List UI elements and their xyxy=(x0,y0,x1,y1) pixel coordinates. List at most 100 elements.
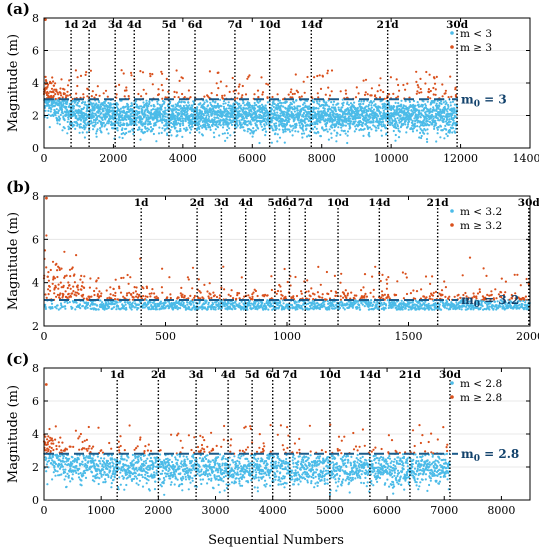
point-above xyxy=(166,296,169,299)
point-above xyxy=(362,79,365,82)
point-below xyxy=(443,110,446,113)
point-below xyxy=(258,100,262,103)
point-above xyxy=(296,91,300,94)
point-above xyxy=(47,271,50,274)
point-below xyxy=(422,121,425,124)
point-above xyxy=(254,289,257,293)
point-above xyxy=(203,95,206,98)
point-above xyxy=(379,77,382,80)
point-below xyxy=(276,111,279,114)
point-below xyxy=(184,120,187,123)
point-above xyxy=(306,75,309,79)
point-below xyxy=(293,117,296,120)
point-above xyxy=(76,76,79,79)
point-below xyxy=(116,106,119,109)
point-above xyxy=(444,92,447,95)
point-below xyxy=(145,118,148,121)
point-above xyxy=(417,86,420,89)
point-below xyxy=(282,130,285,133)
point-above xyxy=(364,91,367,94)
point-below xyxy=(337,102,340,105)
point-below xyxy=(286,121,289,124)
point-below xyxy=(240,113,243,116)
point-below xyxy=(104,99,107,102)
point-below xyxy=(105,128,108,131)
point-below xyxy=(238,110,241,113)
point-below xyxy=(155,140,158,143)
point-below xyxy=(74,308,77,311)
point-above xyxy=(69,287,72,290)
point-below xyxy=(101,118,104,122)
point-below xyxy=(445,101,448,105)
point-below xyxy=(92,112,95,115)
point-below xyxy=(128,110,131,113)
point-below xyxy=(78,131,81,134)
point-below xyxy=(66,120,69,123)
point-below xyxy=(275,116,278,119)
point-below xyxy=(361,124,364,127)
point-below xyxy=(149,122,152,125)
point-above xyxy=(76,284,79,287)
point-below xyxy=(292,127,295,130)
point-below xyxy=(122,305,125,308)
point-below xyxy=(254,110,257,113)
point-below xyxy=(370,104,373,107)
point-below xyxy=(90,120,93,123)
point-below xyxy=(323,101,326,104)
point-below xyxy=(311,98,314,101)
point-above xyxy=(80,288,83,291)
point-below xyxy=(172,104,175,107)
point-above xyxy=(151,288,154,291)
point-below xyxy=(316,122,319,126)
point-below xyxy=(49,110,52,113)
point-below xyxy=(134,100,138,103)
point-below xyxy=(189,131,192,134)
point-below xyxy=(125,113,128,116)
point-below xyxy=(387,101,390,104)
point-below xyxy=(95,102,98,105)
point-below xyxy=(439,125,443,128)
point-below xyxy=(436,128,439,131)
point-below xyxy=(143,131,146,134)
x-tick-label: 6000 xyxy=(238,152,266,165)
point-below xyxy=(257,127,260,130)
point-below xyxy=(198,123,201,126)
point-below xyxy=(395,121,398,124)
point-above xyxy=(434,88,437,91)
point-below xyxy=(385,119,388,122)
point-below xyxy=(141,306,144,309)
point-below xyxy=(396,117,399,120)
point-above xyxy=(397,83,400,87)
point-above xyxy=(128,291,131,294)
point-below xyxy=(207,123,211,126)
point-below xyxy=(283,113,286,116)
point-below xyxy=(397,102,400,105)
point-above xyxy=(47,83,50,86)
point-above xyxy=(71,292,74,295)
point-above xyxy=(93,293,96,297)
point-below xyxy=(335,124,338,127)
point-below xyxy=(180,302,183,305)
point-below xyxy=(341,106,344,109)
point-above xyxy=(229,294,232,298)
day-marker-label: 3d xyxy=(108,19,123,31)
point-below xyxy=(302,103,305,106)
point-below xyxy=(65,113,68,117)
point-below xyxy=(238,102,241,105)
point-below xyxy=(153,105,156,108)
point-above xyxy=(132,291,135,294)
point-below xyxy=(263,124,266,127)
point-above xyxy=(227,293,230,296)
point-below xyxy=(246,130,249,133)
point-above xyxy=(90,295,93,298)
point-above xyxy=(378,96,382,99)
point-above xyxy=(79,74,83,77)
point-below xyxy=(400,103,403,106)
point-above xyxy=(122,276,125,279)
point-below xyxy=(301,136,304,139)
point-above xyxy=(223,94,226,97)
point-below xyxy=(164,128,167,131)
point-below xyxy=(229,134,232,137)
point-below xyxy=(152,307,155,311)
point-below xyxy=(121,114,124,117)
